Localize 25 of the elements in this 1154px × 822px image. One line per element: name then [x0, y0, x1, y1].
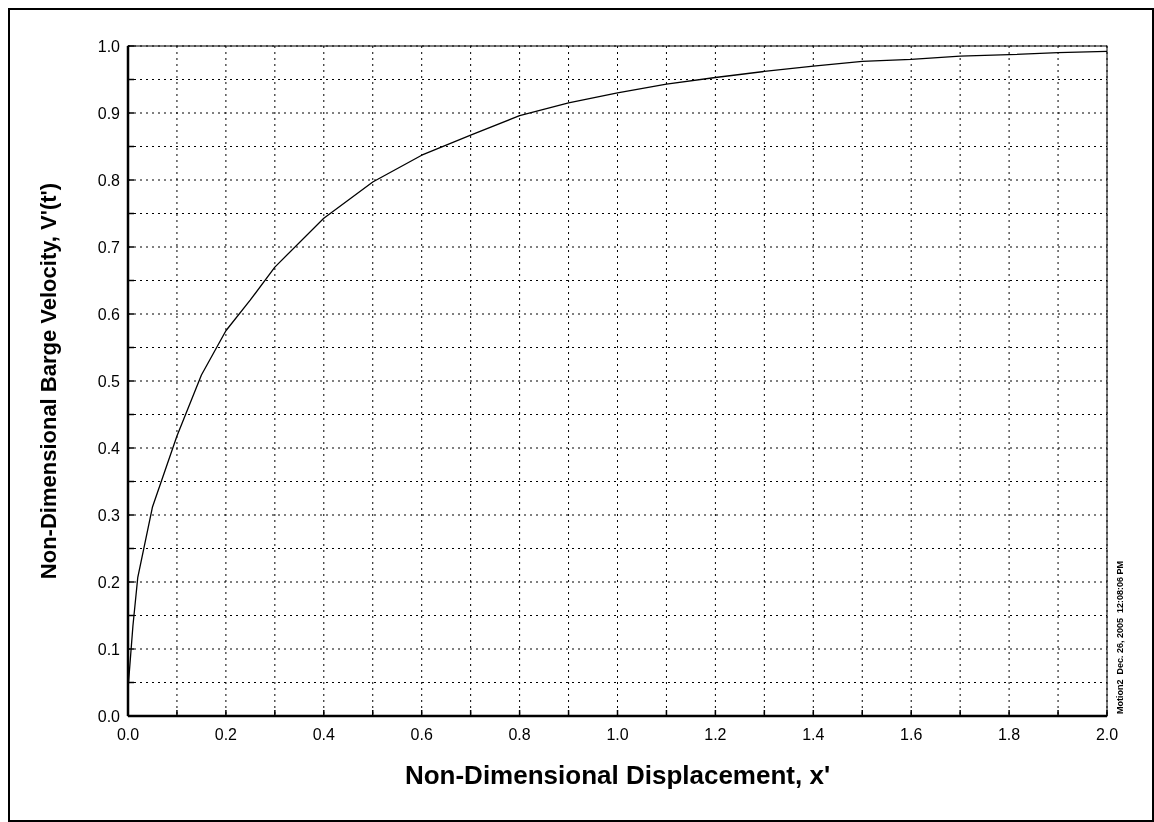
x-tick-label: 0.2 — [214, 726, 238, 743]
y-tick-label: 0.9 — [97, 104, 121, 122]
x-tick-label: 2.0 — [1095, 726, 1119, 743]
y-tick-label: 0.1 — [97, 640, 121, 658]
x-tick-label: 1.0 — [606, 726, 629, 743]
y-tick-label: 0.0 — [97, 707, 121, 725]
y-tick-label: 0.2 — [97, 573, 121, 591]
y-tick-label: 1.0 — [97, 37, 121, 55]
y-tick-label: 0.7 — [97, 238, 121, 256]
y-axis-title: Non-Dimensional Barge Velocity, V'(t') — [36, 182, 61, 580]
x-tick-label: 0.0 — [116, 726, 140, 743]
y-tick-label: 0.5 — [97, 372, 121, 390]
x-tick-label: 1.6 — [900, 726, 923, 743]
y-tick-label: 0.6 — [97, 305, 121, 323]
x-axis-title: Non-Dimensional Displacement, x' — [404, 760, 831, 790]
x-tick-label: 0.8 — [508, 726, 531, 743]
y-tick-label: 0.3 — [97, 506, 121, 524]
x-tick-label: 0.4 — [312, 726, 336, 743]
x-tick-label: 1.8 — [997, 726, 1021, 743]
y-tick-label: 0.4 — [97, 439, 121, 457]
x-tick-label: 1.2 — [704, 726, 727, 743]
text: Motion2 Dec. 26, 2005 12:08:06 PM — [1115, 560, 1125, 714]
x-tick-label: 1.4 — [802, 726, 825, 743]
y-tick-label: 0.8 — [97, 171, 121, 189]
x-tick-label: 0.6 — [410, 726, 433, 743]
